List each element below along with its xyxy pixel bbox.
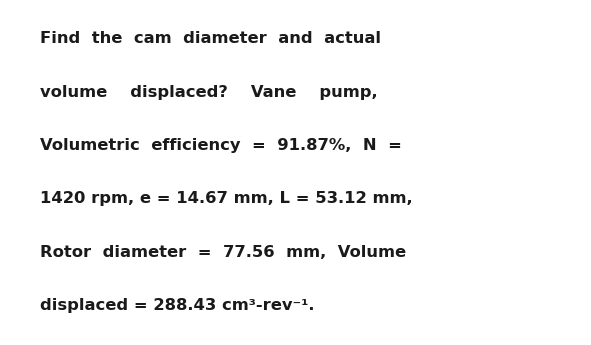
Text: volume    displaced?    Vane    pump,: volume displaced? Vane pump,: [40, 85, 378, 99]
Text: 1420 rpm, e = 14.67 mm, L = 53.12 mm,: 1420 rpm, e = 14.67 mm, L = 53.12 mm,: [40, 191, 413, 206]
Text: Volumetric  efficiency  =  91.87%,  N  =: Volumetric efficiency = 91.87%, N =: [40, 138, 402, 153]
Text: displaced = 288.43 cm³-rev⁻¹.: displaced = 288.43 cm³-rev⁻¹.: [40, 298, 314, 313]
Text: Find  the  cam  diameter  and  actual: Find the cam diameter and actual: [40, 31, 381, 46]
Text: Rotor  diameter  =  77.56  mm,  Volume: Rotor diameter = 77.56 mm, Volume: [40, 245, 407, 260]
